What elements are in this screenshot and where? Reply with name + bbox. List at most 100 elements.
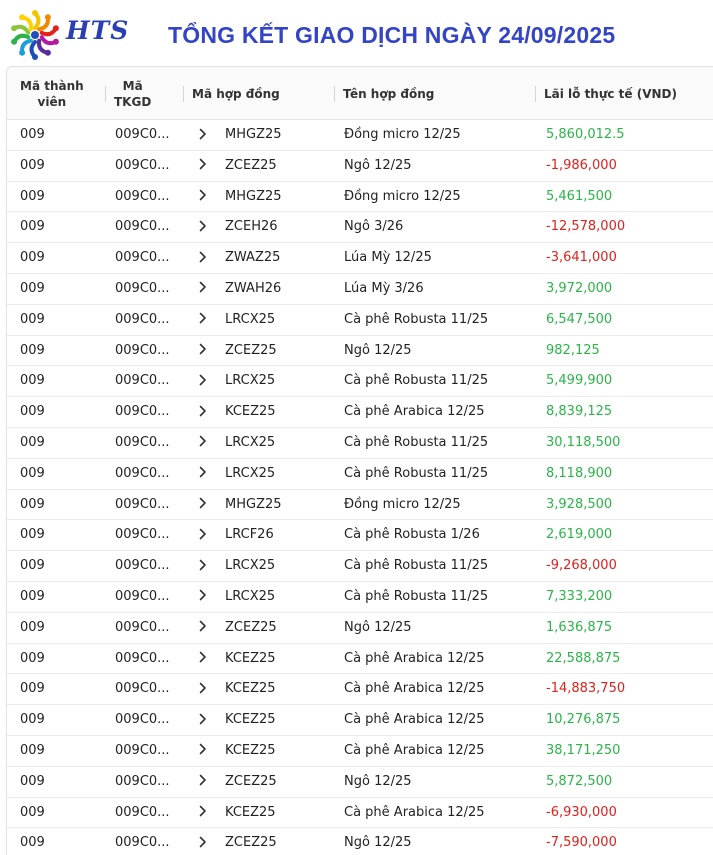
table-row[interactable]: 009 009C0... LRCX25 Cà phê Robusta 11/25 30,… [7,428,713,459]
pnl-cell: 8,839,125 [546,404,613,420]
chevron-right-icon[interactable] [196,336,210,366]
member-code-cell: 009 [20,588,45,604]
contract-name-cell: Cà phê Arabica 12/25 [344,681,485,697]
column-header-contract-code-label: Mã hợp đồng [192,86,280,101]
chevron-right-icon[interactable] [196,798,210,828]
member-code-cell: 009 [20,835,45,851]
trade-summary-table: Mã thành viên Mã TKGD Mã hợp đồng Tên hợ… [6,66,713,855]
table-row[interactable]: 009 009C0... LRCX25 Cà phê Robusta 11/25 6,5… [7,305,713,336]
table-row[interactable]: 009 009C0... LRCX25 Cà phê Robusta 11/25 8,1… [7,459,713,490]
table-row[interactable]: 009 009C0... KCEZ25 Cà phê Arabica 12/25 -6,… [7,798,713,829]
contract-code-cell: KCEZ25 [225,804,276,820]
chevron-right-icon[interactable] [196,182,210,212]
pnl-cell: 22,588,875 [546,650,621,666]
table-row[interactable]: 009 009C0... ZCEZ25 Ngô 12/25 -1,986,000 [7,151,713,182]
table-row[interactable]: 009 009C0... MHGZ25 Đồng micro 12/25 5,461,5… [7,182,713,213]
column-header-contract-name-label: Tên hợp đồng [343,86,435,101]
contract-name-cell: Cà phê Arabica 12/25 [344,712,485,728]
member-code-cell: 009 [20,527,45,543]
table-row[interactable]: 009 009C0... ZCEZ25 Ngô 12/25 982,125 [7,336,713,367]
chevron-right-icon[interactable] [196,274,210,304]
member-code-cell: 009 [20,127,45,142]
table-row[interactable]: 009 009C0... LRCX25 Cà phê Robusta 11/25 5,4… [7,366,713,398]
chevron-right-icon[interactable] [196,705,210,735]
contract-code-cell: KCEZ25 [225,650,276,666]
pnl-cell: 10,276,875 [546,712,621,728]
table-row[interactable]: 009 009C0... KCEZ25 Cà phê Arabica 12/25 38,… [7,736,713,767]
column-header-account[interactable]: Mã TKGD [105,67,154,120]
contract-name-cell: Cà phê Robusta 11/25 [344,434,489,450]
contract-code-cell: ZCEZ25 [225,619,277,635]
table-row[interactable]: 009 009C0... ZCEZ25 Ngô 12/25 -7,590,000 [7,828,713,855]
column-header-member[interactable]: Mã thành viên [20,67,100,120]
chevron-right-icon[interactable] [196,212,210,242]
table-row[interactable]: 009 009C0... KCEZ25 Cà phê Arabica 12/25 -14… [7,674,713,706]
contract-name-cell: Ngô 12/25 [344,342,412,358]
chevron-right-icon[interactable] [196,397,210,427]
chevron-right-icon[interactable] [196,674,210,704]
contract-code-cell: ZWAH26 [225,280,282,296]
table-header: Mã thành viên Mã TKGD Mã hợp đồng Tên hợ… [7,67,713,120]
pnl-cell: 5,872,500 [546,773,613,789]
contract-name-cell: Đồng micro 12/25 [344,127,461,142]
member-code-cell: 009 [20,434,45,450]
contract-name-cell: Ngô 12/25 [344,619,412,635]
chevron-right-icon[interactable] [196,520,210,550]
account-code-cell: 009C0... [115,773,170,789]
contract-code-cell: ZCEZ25 [225,157,277,173]
table-row[interactable]: 009 009C0... ZWAH26 Lúa Mỳ 3/26 3,972,000 [7,274,713,305]
chevron-right-icon[interactable] [196,490,210,520]
chevron-right-icon[interactable] [196,582,210,612]
chevron-right-icon[interactable] [196,613,210,643]
member-code-cell: 009 [20,496,45,512]
page-title: TỔNG KẾT GIAO DỊCH NGÀY 24/09/2025 [168,22,616,48]
member-code-cell: 009 [20,650,45,666]
chevron-right-icon[interactable] [196,767,210,797]
chevron-right-icon[interactable] [196,551,210,581]
table-row[interactable]: 009 009C0... ZCEZ25 Ngô 12/25 1,636,875 [7,613,713,644]
pnl-cell: 7,333,200 [546,588,613,604]
chevron-right-icon[interactable] [196,305,210,335]
table-row[interactable]: 009 009C0... ZCEZ25 Ngô 12/25 5,872,500 [7,767,713,798]
table-row[interactable]: 009 009C0... MHGZ25 Đồng micro 12/25 5,860,0… [7,120,713,151]
contract-code-cell: KCEZ25 [225,712,276,728]
column-header-contract-name[interactable]: Tên hợp đồng [333,67,435,120]
chevron-right-icon[interactable] [196,120,210,150]
table-row[interactable]: 009 009C0... LRCF26 Cà phê Robusta 1/26 2,61… [7,520,713,552]
contract-code-cell: ZCEH26 [225,219,278,235]
chevron-right-icon[interactable] [196,366,210,396]
table-row[interactable]: 009 009C0... KCEZ25 Cà phê Arabica 12/25 22,… [7,644,713,675]
account-code-cell: 009C0... [115,188,170,204]
table-row[interactable]: 009 009C0... MHGZ25 Đồng micro 12/25 3,928,5… [7,490,713,521]
table-row[interactable]: 009 009C0... ZWAZ25 Lúa Mỳ 12/25 -3,641,000 [7,243,713,274]
pnl-cell: 30,118,500 [546,434,621,450]
account-code-cell: 009C0... [115,558,170,574]
member-code-cell: 009 [20,619,45,635]
chevron-right-icon[interactable] [196,459,210,489]
account-code-cell: 009C0... [115,219,170,235]
chevron-right-icon[interactable] [196,151,210,181]
table-row[interactable]: 009 009C0... KCEZ25 Cà phê Arabica 12/25 10,… [7,705,713,736]
table-row[interactable]: 009 009C0... KCEZ25 Cà phê Arabica 12/25 8,8… [7,397,713,428]
table-row[interactable]: 009 009C0... LRCX25 Cà phê Robusta 11/25 7,3… [7,582,713,613]
column-header-contract-code[interactable]: Mã hợp đồng [183,67,280,120]
contract-name-cell: Ngô 12/25 [344,835,412,851]
chevron-right-icon[interactable] [196,828,210,855]
account-code-cell: 009C0... [115,280,170,296]
member-code-cell: 009 [20,188,45,204]
chevron-right-icon[interactable] [196,428,210,458]
account-code-cell: 009C0... [115,650,170,666]
table-row[interactable]: 009 009C0... LRCX25 Cà phê Robusta 11/25 -9,… [7,551,713,582]
chevron-right-icon[interactable] [196,243,210,273]
page-header: HTS TỔNG KẾT GIAO DỊCH NGÀY 24/09/2025 [0,0,713,66]
chevron-right-icon[interactable] [196,736,210,766]
member-code-cell: 009 [20,373,45,389]
chevron-right-icon[interactable] [196,644,210,674]
contract-name-cell: Cà phê Arabica 12/25 [344,650,485,666]
member-code-cell: 009 [20,742,45,758]
member-code-cell: 009 [20,681,45,697]
account-code-cell: 009C0... [115,835,170,851]
column-header-pnl[interactable]: Lãi lỗ thực tế (VND) [535,67,677,120]
pnl-cell: 38,171,250 [546,742,621,758]
table-row[interactable]: 009 009C0... ZCEH26 Ngô 3/26 -12,578,000 [7,212,713,244]
